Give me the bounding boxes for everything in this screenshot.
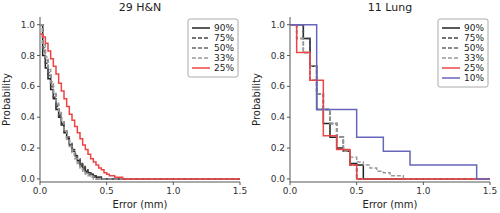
y-axis-line — [40, 17, 41, 182]
y-axis-label: Probability — [251, 73, 262, 126]
y-tick-label: 0.8 — [21, 51, 36, 61]
legend-box — [188, 19, 238, 77]
y-tick-label: 0.6 — [21, 81, 36, 91]
y-tick — [287, 24, 290, 25]
y-tick — [287, 55, 290, 56]
legend-label: 90% — [464, 23, 484, 33]
y-tick — [37, 55, 40, 56]
y-tick-label: 0.0 — [21, 174, 36, 184]
legend-swatch — [442, 57, 460, 59]
y-tick — [37, 117, 40, 118]
y-tick-label: 0.4 — [271, 112, 286, 122]
legend-label: 50% — [214, 43, 234, 53]
x-tick — [40, 182, 41, 185]
x-axis-line — [40, 182, 240, 183]
x-tick — [290, 182, 291, 185]
legend-swatch — [192, 57, 210, 59]
legend-swatch — [442, 27, 460, 29]
x-tick-label: 0.5 — [350, 186, 364, 196]
x-tick — [240, 182, 241, 185]
y-tick — [37, 24, 40, 25]
legend-swatch — [442, 77, 460, 79]
legend-label: 50% — [464, 43, 484, 53]
x-tick — [106, 182, 107, 185]
y-tick — [287, 86, 290, 87]
y-tick-label: 0.2 — [271, 143, 285, 153]
legend-swatch — [442, 37, 460, 39]
x-tick-label: 0.0 — [283, 186, 298, 196]
y-tick-label: 0.2 — [21, 143, 35, 153]
x-tick-label: 1.0 — [416, 186, 431, 196]
legend-label: 25% — [464, 63, 484, 73]
legend: 90%75%50%33%25%10% — [438, 19, 488, 87]
panel: 11 Lung 0.0 0.5 1.0 1.5 0.0 0.2 0.4 0.6 0.8 1.0 Err… — [251, 1, 497, 210]
x-tick — [173, 182, 174, 185]
x-axis-line — [290, 182, 490, 183]
legend: 90%75%50%33%25% — [188, 19, 238, 77]
x-tick-label: 1.0 — [166, 186, 181, 196]
title: 11 Lung — [368, 1, 412, 14]
legend-swatch — [192, 67, 210, 69]
x-tick — [356, 182, 357, 185]
y-tick-label: 0.4 — [21, 112, 36, 122]
x-tick-label: 0.5 — [100, 186, 114, 196]
y-tick — [37, 148, 40, 149]
x-axis-label: Error (mm) — [113, 199, 168, 210]
y-tick-label: 1.0 — [271, 20, 286, 30]
title: 29 H&N — [119, 1, 162, 14]
x-axis-label: Error (mm) — [363, 199, 418, 210]
y-tick — [37, 86, 40, 87]
legend-label: 33% — [214, 53, 234, 63]
legend-label: 10% — [464, 73, 484, 83]
y-tick — [37, 178, 40, 179]
x-tick-label: 1.5 — [483, 186, 497, 196]
chart-svg: 29 H&N 0.0 0.5 1.0 1.5 0.0 0.2 0.4 0.6 0.8 1.0 Erro… — [0, 0, 500, 213]
legend-label: 75% — [464, 33, 484, 43]
legend-swatch — [192, 37, 210, 39]
x-tick-label: 1.5 — [233, 186, 247, 196]
legend-label: 90% — [214, 23, 234, 33]
y-tick-label: 0.0 — [271, 174, 286, 184]
x-tick — [423, 182, 424, 185]
legend-label: 33% — [464, 53, 484, 63]
legend-label: 75% — [214, 33, 234, 43]
panel: 29 H&N 0.0 0.5 1.0 1.5 0.0 0.2 0.4 0.6 0.8 1.0 Erro… — [1, 1, 247, 210]
legend-box — [438, 19, 488, 87]
x-tick-label: 0.0 — [33, 186, 48, 196]
legend-label: 25% — [214, 63, 234, 73]
y-axis-line — [290, 17, 291, 182]
legend-swatch — [192, 27, 210, 29]
legend-swatch — [442, 67, 460, 69]
legend-swatch — [442, 47, 460, 49]
y-tick-label: 0.6 — [271, 81, 286, 91]
y-tick — [287, 178, 290, 179]
y-axis-label: Probability — [1, 73, 12, 126]
x-tick — [490, 182, 491, 185]
y-tick — [287, 117, 290, 118]
legend-swatch — [192, 47, 210, 49]
y-tick-label: 1.0 — [21, 20, 36, 30]
y-tick-label: 0.8 — [271, 51, 286, 61]
y-tick — [287, 148, 290, 149]
